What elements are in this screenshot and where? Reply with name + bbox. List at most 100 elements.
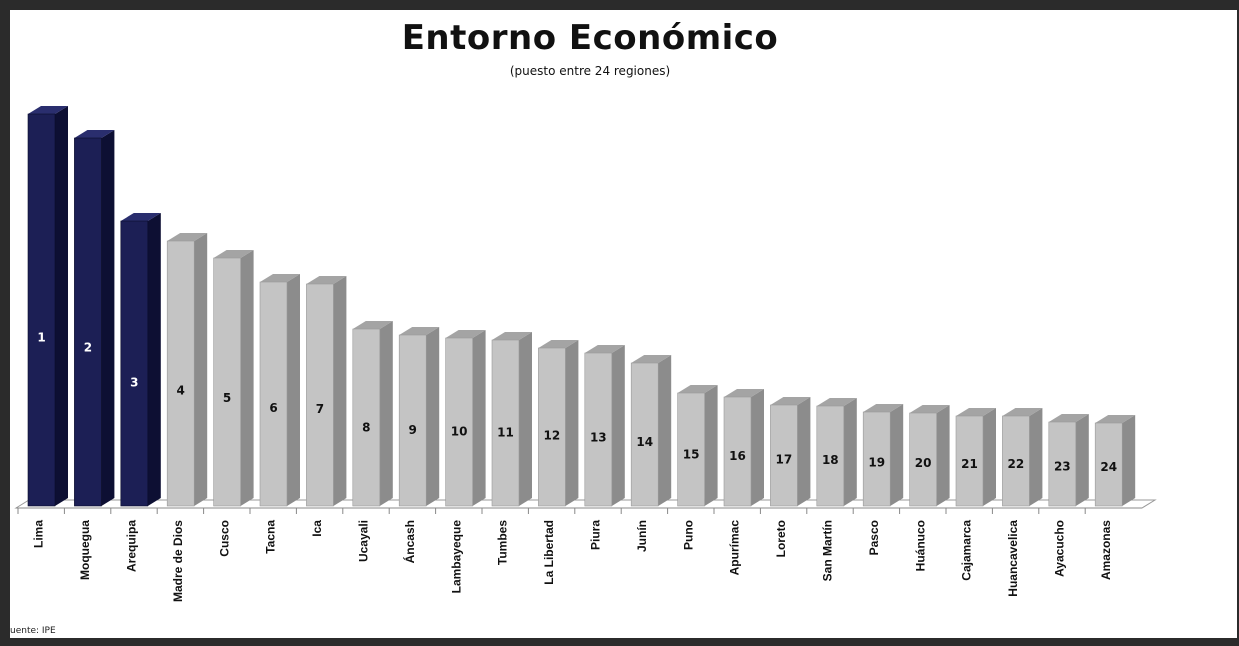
data-label: 19 — [868, 456, 885, 470]
tick-label: Junín — [635, 520, 649, 552]
bar — [909, 412, 937, 507]
bar — [862, 411, 891, 507]
bar — [445, 337, 473, 507]
bar-top — [724, 389, 764, 397]
bar-side — [519, 332, 532, 506]
tick-label: Lambayeque — [449, 520, 463, 594]
bar-side — [101, 130, 115, 506]
chart-subtitle: (puesto entre 24 regiones) — [509, 64, 671, 78]
bar-top — [631, 355, 672, 363]
tick-label: Madre de Dios — [171, 520, 185, 602]
bar — [306, 283, 334, 507]
bar — [352, 328, 381, 507]
bar-side — [611, 345, 625, 506]
data-label: 11 — [497, 425, 514, 439]
bar — [74, 137, 102, 507]
bar — [538, 347, 566, 507]
bar-top — [352, 321, 393, 329]
bar — [816, 405, 845, 507]
bar-side — [1075, 414, 1089, 506]
bar-side — [658, 355, 672, 506]
bar-side — [333, 276, 347, 506]
data-label: 21 — [961, 457, 978, 471]
bar-top — [306, 276, 347, 284]
bar — [955, 415, 984, 507]
bar-side — [147, 213, 161, 506]
bar — [1094, 422, 1123, 507]
bar-top — [120, 213, 161, 221]
tick-label: Huánuco — [913, 520, 927, 571]
bar-top — [445, 330, 486, 338]
bar-top — [399, 327, 440, 335]
tick-label: Moquegua — [78, 520, 92, 580]
bar — [120, 220, 149, 507]
data-label: 6 — [269, 401, 277, 415]
bar — [27, 113, 56, 507]
bar — [166, 240, 195, 507]
bar-top — [770, 397, 811, 405]
bar — [491, 339, 520, 507]
data-label: 20 — [915, 456, 932, 470]
tick-label: Ica — [310, 520, 324, 537]
tick-label: Áncash — [402, 520, 417, 563]
data-label: 17 — [776, 453, 793, 467]
bar-side — [751, 389, 764, 506]
data-label: 14 — [636, 435, 653, 449]
bar-top — [1095, 415, 1136, 423]
tick-label: Pasco — [867, 520, 881, 555]
data-label: 23 — [1054, 460, 1071, 474]
data-label: 16 — [729, 449, 746, 463]
bar-top — [816, 398, 857, 406]
bar-top — [538, 340, 579, 348]
bar-top — [167, 233, 208, 241]
bar-top — [956, 408, 996, 416]
bar-side — [936, 405, 950, 506]
tick-label: Apurímac — [728, 520, 742, 576]
data-label: 8 — [362, 421, 370, 435]
tick-label: Tacna — [264, 520, 278, 554]
data-label: 1 — [37, 330, 45, 344]
bar-side — [426, 327, 440, 506]
data-label: 5 — [223, 391, 231, 405]
data-label: 13 — [590, 431, 607, 445]
bar-side — [843, 398, 857, 506]
data-label: 24 — [1100, 460, 1117, 474]
bar-top — [584, 345, 625, 353]
data-label: 15 — [683, 448, 700, 462]
bar-top — [492, 332, 532, 340]
data-label: 22 — [1008, 457, 1025, 471]
chart-title: Entorno Económico — [401, 18, 779, 58]
bar-top — [1002, 408, 1043, 416]
tick-label: San Martín — [820, 520, 834, 581]
bar-side — [890, 404, 904, 506]
bar-top — [28, 106, 68, 114]
bar-top — [863, 404, 904, 412]
bar-side — [565, 340, 579, 506]
bar-side — [1122, 415, 1136, 506]
bar-top — [677, 385, 718, 393]
tick-label: Loreto — [774, 520, 788, 557]
bar-top — [260, 274, 300, 282]
data-label: 4 — [177, 384, 185, 398]
bar — [398, 334, 427, 507]
source-note: uente: IPE — [10, 626, 56, 636]
bar-top — [213, 250, 254, 258]
tick-label: Piura — [588, 520, 602, 550]
bar — [584, 352, 613, 507]
bar — [1048, 421, 1077, 507]
bar-side — [55, 106, 68, 506]
bar — [723, 396, 752, 507]
data-label: 3 — [130, 375, 138, 389]
data-label: 7 — [316, 402, 324, 416]
tick-label: Puno — [681, 520, 695, 550]
bar — [213, 257, 241, 507]
data-label: 18 — [822, 453, 839, 467]
tick-label: Ayacucho — [1052, 520, 1066, 577]
bar-side — [1029, 408, 1043, 506]
bar-side — [240, 250, 254, 506]
bar-top — [74, 130, 115, 138]
bar — [1002, 415, 1030, 507]
tick-label: Amazonas — [1099, 520, 1113, 580]
bar-side — [797, 397, 811, 506]
